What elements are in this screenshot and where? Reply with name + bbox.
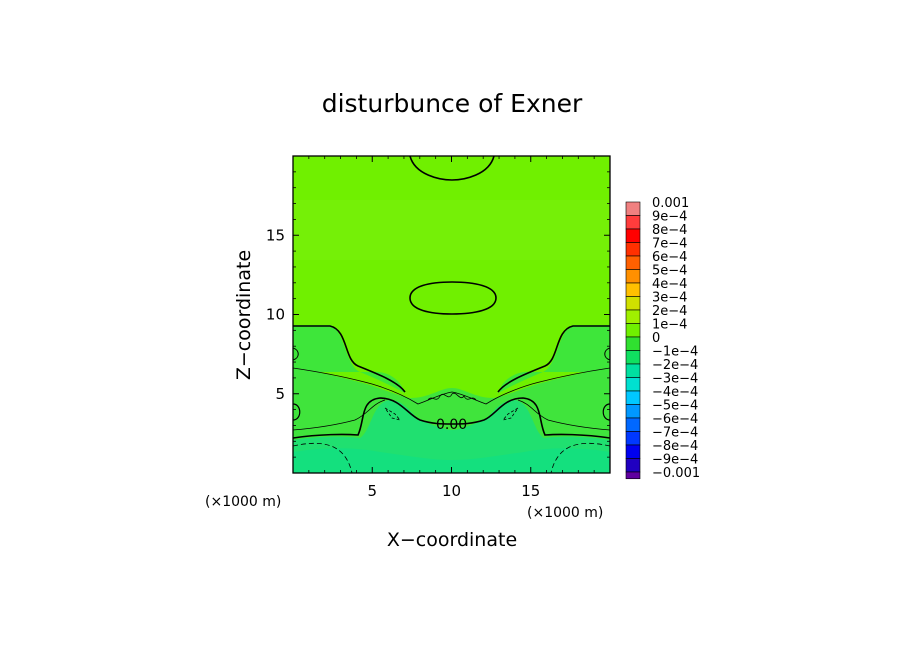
colorbar-label: 9e−4 (652, 210, 687, 225)
colorbar-swatch (625, 417, 641, 432)
colorbar: 0.0019e−48e−47e−46e−45e−44e−43e−42e−41e−… (625, 196, 700, 481)
contour-zero-right (497, 325, 610, 393)
colorbar-label: 6e−4 (652, 250, 687, 265)
colorbar-swatch (625, 309, 641, 324)
colorbar-label: 5e−4 (652, 264, 687, 279)
colorbar-label: −0.001 (652, 466, 700, 481)
colorbar-label: −1e−4 (652, 345, 698, 360)
contour-top (409, 156, 495, 181)
colorbar-swatch (625, 390, 641, 405)
colorbar-swatch (625, 255, 641, 270)
y-tick-label: 10 (266, 306, 285, 324)
colorbar-swatch (625, 431, 641, 446)
x-axis-unit-label: (×1000 m) (527, 505, 603, 521)
x-tick-label: 10 (442, 482, 461, 500)
colorbar-swatch (625, 404, 641, 419)
colorbar-label: 8e−4 (652, 223, 687, 238)
colorbar-label: 7e−4 (652, 237, 687, 252)
contour-label: 0.00 (436, 417, 467, 433)
colorbar-swatch (625, 296, 641, 311)
colorbar-swatch (625, 201, 641, 216)
colorbar-swatch (625, 336, 641, 351)
colorbar-swatch (625, 471, 641, 480)
colorbar-swatch (625, 242, 641, 257)
colorbar-swatch (625, 323, 641, 338)
contour-left-mid (293, 403, 301, 421)
colorbar-swatch (625, 269, 641, 284)
contour-center-wiggle (427, 392, 477, 401)
field-bottom (293, 448, 610, 473)
contour-zero-left (293, 325, 406, 393)
x-axis-ticks: 5 10 15 (308, 156, 595, 500)
field-right-lobe (498, 325, 610, 393)
x-tick-label: 5 (367, 482, 377, 500)
colorbar-swatch (625, 282, 641, 297)
colorbar-label: 2e−4 (652, 304, 687, 319)
colorbar-label: 1e−4 (652, 318, 687, 333)
contour-dashed-right (550, 442, 610, 473)
contour-zero-lower (293, 397, 610, 439)
contour-right-mid (602, 403, 610, 421)
colorbar-label: 0 (652, 331, 660, 346)
y-tick-label: 5 (275, 385, 285, 403)
contour-lines (293, 156, 610, 473)
colorbar-swatch (625, 458, 641, 473)
contour-left-small (293, 347, 299, 361)
chart-title: disturbunce of Exner (322, 89, 583, 118)
contour-thin-upper (293, 367, 610, 405)
colorbar-label: 4e−4 (652, 277, 687, 292)
colorbar-swatch (625, 444, 641, 459)
contour-thin-lower (293, 399, 386, 431)
colorbar-label: −6e−4 (652, 412, 698, 427)
x-axis-label: X−coordinate (387, 529, 517, 551)
field-transition (293, 325, 405, 393)
contour-center-oval (409, 281, 497, 315)
colorbar-label: −2e−4 (652, 358, 698, 373)
colorbar-label: −9e−4 (652, 453, 698, 468)
contour-thin-lower-right (517, 399, 610, 431)
plot-area (293, 156, 610, 473)
y-tick-label: 15 (266, 226, 285, 244)
colorbar-label: −3e−4 (652, 372, 698, 387)
colorbar-swatch (625, 377, 641, 392)
colorbar-label: −7e−4 (652, 426, 698, 441)
contour-dashed-inner-right (501, 407, 519, 421)
field-upper-band (293, 200, 610, 260)
contour-right-small (604, 347, 610, 361)
colorbar-label: −8e−4 (652, 439, 698, 454)
colorbar-label: −4e−4 (652, 385, 698, 400)
x-tick-label: 15 (521, 482, 540, 500)
colorbar-swatch (625, 215, 641, 230)
colorbar-swatch (625, 363, 641, 378)
colorbar-swatch (625, 350, 641, 365)
contour-dashed-inner-left (384, 407, 402, 421)
y-axis-unit-label: (×1000 m) (205, 494, 281, 510)
y-axis-ticks: 5 10 15 (266, 171, 610, 458)
colorbar-label: −5e−4 (652, 399, 698, 414)
colorbar-label: 0.001 (652, 196, 689, 211)
contour-dashed-left (293, 442, 353, 473)
colorbar-swatch (625, 228, 641, 243)
y-axis-label: Z−coordinate (233, 250, 255, 380)
colorbar-label: 3e−4 (652, 291, 687, 306)
